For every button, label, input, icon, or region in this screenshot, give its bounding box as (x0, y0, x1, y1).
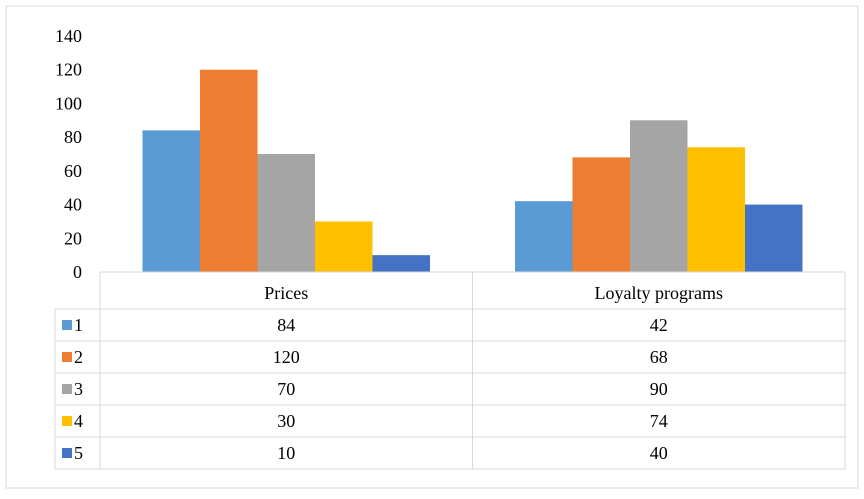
y-tick-label: 120 (55, 60, 82, 80)
y-tick-label: 60 (64, 161, 82, 181)
table-cell-value: 10 (277, 443, 295, 463)
legend-key (62, 448, 72, 458)
y-tick-label: 20 (64, 228, 82, 248)
legend-key (62, 352, 72, 362)
table-cell-value: 40 (650, 443, 668, 463)
y-tick-label: 100 (55, 93, 82, 113)
bar (315, 221, 373, 272)
bars (142, 69, 803, 273)
category-label: Loyalty programs (595, 283, 723, 303)
table-cell-value: 120 (273, 347, 300, 367)
bar (687, 147, 745, 272)
table-cell-value: 68 (650, 347, 668, 367)
data-table: Prices Loyalty programs 1 84 42 2 120 68 3 70 90 4 3… (54, 271, 846, 470)
bar (372, 255, 430, 272)
table-cell-value: 84 (277, 315, 295, 335)
bar (572, 157, 630, 272)
bar (200, 69, 258, 272)
table-cell-value: 70 (277, 379, 295, 399)
legend-label: 2 (74, 347, 83, 367)
y-tick-label: 80 (64, 127, 82, 147)
y-axis-ticks: 0 20 40 60 80 100 120 140 (55, 26, 82, 282)
bar (745, 204, 803, 272)
y-tick-label: 40 (64, 195, 82, 215)
bar (257, 154, 315, 272)
legend-label: 5 (74, 443, 83, 463)
bar (515, 201, 573, 272)
table-cell-value: 90 (650, 379, 668, 399)
legend-key (62, 320, 72, 330)
legend-label: 1 (74, 315, 83, 335)
y-tick-label: 140 (55, 26, 82, 46)
table-cell-value: 30 (277, 411, 295, 431)
legend-label: 3 (74, 379, 83, 399)
legend-key (62, 416, 72, 426)
category-label: Prices (264, 283, 308, 303)
table-cell-value: 74 (650, 411, 668, 431)
y-tick-label: 0 (73, 262, 82, 282)
bar (142, 130, 200, 272)
table-cell-value: 42 (650, 315, 668, 335)
bar (630, 120, 688, 273)
legend-key (62, 384, 72, 394)
legend-label: 4 (74, 411, 83, 431)
